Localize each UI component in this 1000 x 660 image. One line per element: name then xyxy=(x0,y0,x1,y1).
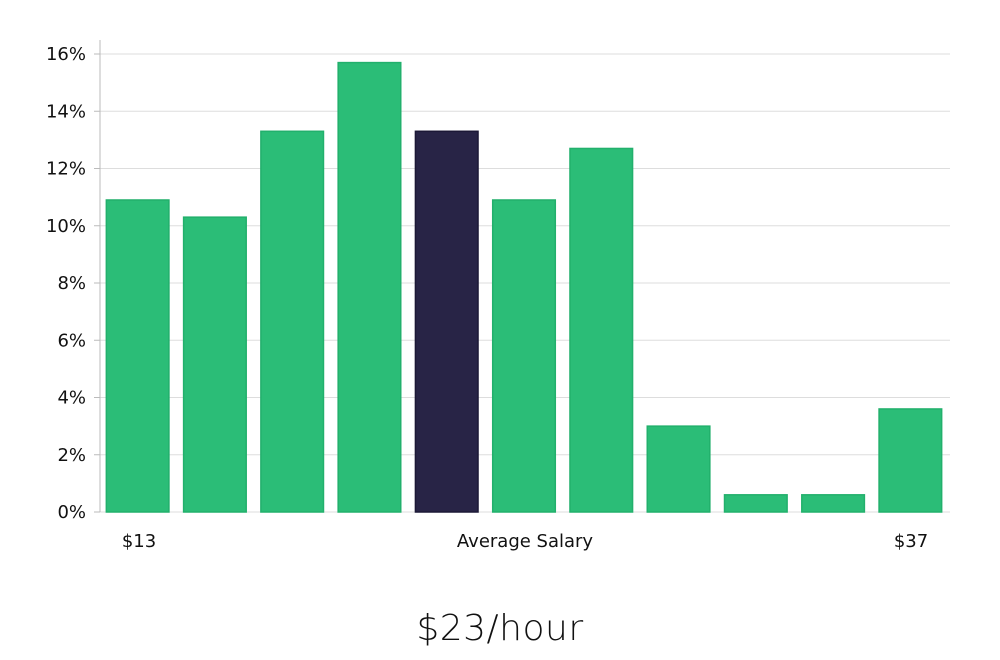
x-min-label: $13 xyxy=(122,531,156,552)
y-tick-label: 6% xyxy=(57,330,86,351)
y-tick-label: 8% xyxy=(57,273,86,294)
y-tick-labels: 0% 2% 4% 6% 8% 10% 12% 14% 16% xyxy=(46,44,86,523)
bar-average-highlight xyxy=(414,130,479,513)
bar xyxy=(260,130,325,513)
y-tick-label: 12% xyxy=(46,159,86,180)
y-tick-label: 16% xyxy=(46,44,86,65)
bar xyxy=(569,147,634,513)
bar xyxy=(646,425,711,513)
bar xyxy=(491,199,557,513)
bar xyxy=(801,494,866,513)
bar xyxy=(337,61,402,513)
y-tick-label: 10% xyxy=(46,216,86,237)
bar xyxy=(878,408,943,513)
salary-distribution-chart: 0% 2% 4% 6% 8% 10% 12% 14% 16% $13 Average Salar… xyxy=(46,40,950,552)
bar xyxy=(723,494,788,513)
x-axis-title: Average Salary xyxy=(457,531,594,552)
y-tick-label: 14% xyxy=(46,101,86,122)
bars xyxy=(105,61,943,513)
x-max-label: $37 xyxy=(894,531,928,552)
y-tick-label: 2% xyxy=(57,445,86,466)
average-salary-value: $23/hour xyxy=(416,608,584,649)
axes xyxy=(94,40,101,513)
bar xyxy=(182,216,247,513)
y-tick-label: 4% xyxy=(57,388,86,409)
bar xyxy=(105,199,170,513)
y-tick-label: 0% xyxy=(57,502,86,523)
